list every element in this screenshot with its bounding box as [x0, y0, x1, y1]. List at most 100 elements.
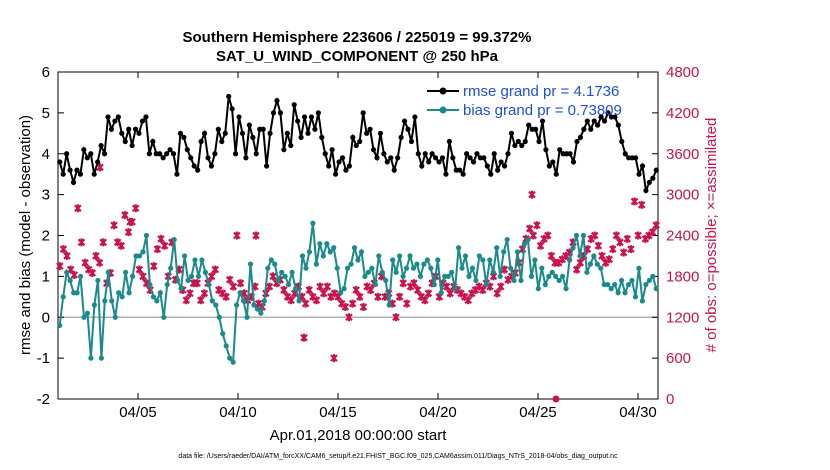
obs-point: [157, 234, 165, 243]
legend-bias-marker: [439, 106, 447, 114]
rmse-point: [405, 126, 411, 132]
y-tick-label: 3: [42, 187, 50, 204]
rmse-point: [532, 126, 539, 132]
bias-point: [445, 273, 451, 279]
rmse-point: [277, 110, 284, 116]
bias-point: [188, 273, 195, 279]
rmse-point: [646, 179, 652, 185]
rmse-point: [64, 151, 70, 157]
bias-point: [317, 241, 323, 247]
rmse-series: [57, 93, 659, 195]
obs-point: [529, 231, 538, 240]
obs-point: [493, 289, 501, 298]
bias-point: [612, 281, 618, 288]
obs-point: [605, 255, 613, 264]
rmse-point: [329, 147, 335, 153]
rmse-point: [170, 151, 177, 157]
bias-point: [289, 269, 295, 275]
rmse-point: [70, 179, 77, 185]
rmse-point: [112, 118, 118, 124]
rmse-point: [550, 159, 556, 165]
y-right-tick-label: 3600: [666, 146, 699, 163]
bias-point: [185, 277, 191, 284]
rmse-point: [298, 134, 304, 140]
bias-point: [650, 273, 656, 279]
rmse-point: [422, 151, 428, 157]
bias-point: [320, 253, 326, 259]
bias-point: [591, 253, 597, 259]
obs-extra-point: [300, 333, 308, 342]
obs-point: [536, 241, 545, 250]
rmse-point: [450, 155, 456, 161]
x-tick-label: 04/20: [419, 404, 457, 421]
rmse-point: [184, 147, 190, 153]
rmse-point: [174, 171, 180, 177]
obs-point: [77, 238, 86, 247]
rmse-point: [519, 142, 525, 149]
bias-point: [209, 298, 215, 304]
obs-point: [153, 245, 162, 254]
rmse-point: [370, 147, 377, 153]
rmse-point: [308, 114, 315, 120]
rmse-point: [374, 155, 380, 161]
bias-point: [469, 265, 476, 271]
bias-point: [164, 281, 170, 288]
rmse-point: [346, 163, 352, 169]
chart-title: Southern Hemisphere 223606 / 225019 = 99…: [183, 29, 532, 46]
rmse-point: [367, 126, 373, 132]
bias-point: [452, 286, 458, 292]
rmse-point: [570, 159, 577, 165]
y-right-tick-label: 1800: [666, 268, 699, 285]
bias-point: [310, 220, 316, 226]
rmse-point: [336, 159, 342, 165]
x-tick-label: 04/25: [519, 404, 557, 421]
obs-point: [598, 251, 606, 260]
rmse-point: [495, 167, 501, 173]
rmse-point: [164, 151, 170, 157]
obs-point: [356, 292, 364, 301]
bias-point: [338, 290, 344, 296]
obs-point: [74, 204, 82, 213]
rmse-point: [315, 110, 321, 116]
bias-point: [556, 277, 562, 284]
obs-point: [352, 286, 360, 294]
bias-point: [542, 281, 548, 288]
bias-point: [109, 298, 115, 304]
rmse-point: [219, 138, 225, 145]
obs-point: [374, 292, 382, 301]
rmse-point: [443, 171, 449, 177]
y-right-tick-label: 2400: [666, 228, 699, 245]
bias-point: [181, 253, 188, 259]
obs-point: [366, 286, 375, 294]
rmse-point: [512, 142, 518, 149]
bias-point: [393, 269, 399, 275]
bias-point: [123, 269, 129, 275]
bias-point: [483, 281, 489, 288]
bias-point: [192, 257, 198, 263]
rmse-point: [584, 118, 590, 124]
bias-point: [643, 281, 649, 288]
rmse-point: [119, 130, 125, 136]
obs-extra-point: [252, 231, 260, 240]
rmse-point: [270, 110, 277, 116]
bias-point: [546, 273, 552, 279]
rmse-point: [639, 163, 646, 169]
bias-point: [403, 265, 410, 271]
bias-point: [178, 286, 184, 292]
obs-point: [533, 221, 541, 230]
bias-point: [331, 245, 337, 251]
obs-point: [131, 204, 140, 213]
y-right-tick-label: 0: [666, 391, 674, 408]
bias-point: [525, 236, 531, 243]
rmse-point: [574, 138, 580, 145]
rmse-point: [408, 138, 415, 145]
obs-point: [395, 292, 404, 301]
bias-point: [161, 314, 167, 320]
bias-point: [175, 277, 181, 284]
x-tick-label: 04/05: [119, 404, 157, 421]
right-axis-ticks: 0 600 1200 1800 2400 3000 3600 4200 4800: [652, 64, 699, 408]
obs-point: [236, 279, 245, 288]
obs-point: [547, 251, 556, 260]
bias-point: [497, 273, 503, 279]
rmse-point: [326, 163, 332, 169]
